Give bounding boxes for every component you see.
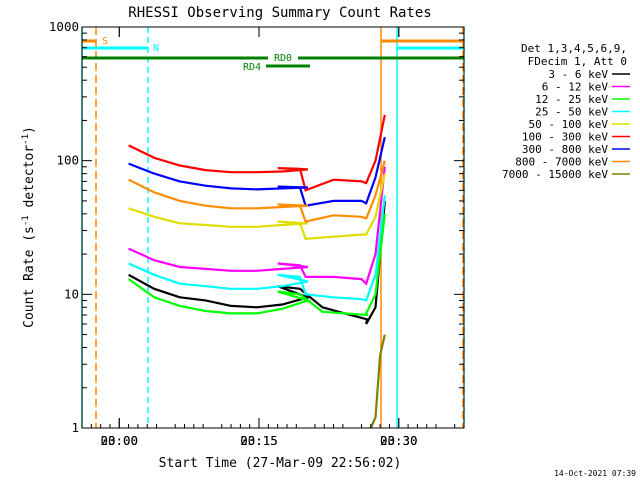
y-tick-label: 1 — [71, 420, 79, 435]
y-axis-label: Count Rate (s-1 detector-1) — [21, 126, 37, 328]
legend-label: 800 - 7000 keV — [515, 156, 608, 169]
footer-timestamp: 14-Oct-2021 07:39 — [554, 469, 636, 478]
legend-label: 6 - 12 keV — [542, 81, 609, 94]
series-line — [128, 195, 386, 302]
series-line — [128, 136, 386, 207]
legend-header-2: FDecim 1, Att 0 — [528, 55, 627, 68]
legend-label: 12 - 25 keV — [535, 93, 608, 106]
legend-label: 3 - 6 keV — [548, 68, 608, 81]
series-line — [127, 213, 386, 317]
rate-decimation-bars: RD0 RD4 — [82, 51, 464, 73]
y-axis-label-end: ) — [22, 126, 37, 134]
x-tick-label: 23:30 — [380, 433, 418, 448]
x-axis-label: Start Time (27-Mar-09 22:56:02) — [159, 456, 402, 471]
plot-frame — [81, 26, 465, 429]
series-line — [128, 166, 386, 286]
series-line — [128, 160, 386, 223]
y-axis-label-sup2: -1 — [21, 134, 31, 145]
legend-label: 100 - 300 keV — [522, 131, 608, 144]
series-line — [128, 173, 386, 241]
x-tick-label: 00:15 — [240, 433, 278, 448]
y-tick-label: 100 — [56, 153, 79, 168]
rd4-label: RD4 — [243, 62, 261, 73]
x-tick-label: 23:00 — [100, 433, 138, 448]
legend: Det 1,3,4,5,6,9, FDecim 1, Att 0 3 - 6 k… — [502, 42, 630, 181]
night-intervals: N — [81, 27, 465, 428]
legend-label: 7000 - 15000 keV — [502, 168, 608, 181]
y-tick-label: 10 — [64, 286, 79, 301]
x-tick-label: 00:30 — [380, 433, 418, 448]
rd0-label-bg — [268, 51, 298, 63]
legend-label: 25 - 50 keV — [535, 106, 608, 119]
y-axis-label-mid: detector — [22, 145, 37, 216]
series-layer — [127, 114, 386, 429]
series-line — [369, 334, 386, 429]
legend-header-1: Det 1,3,4,5,6,9, — [521, 42, 627, 55]
x-tick-label: 23:15 — [240, 433, 278, 448]
saa-intervals: S — [82, 27, 464, 428]
series-line — [128, 200, 386, 325]
y-axis: 1 10 100 1000 — [49, 19, 464, 435]
legend-label: 300 - 800 keV — [522, 143, 608, 156]
series-line — [128, 114, 386, 192]
saa-label: S — [102, 36, 108, 47]
y-tick-label: 1000 — [49, 19, 79, 34]
night-label: N — [153, 43, 159, 54]
y-axis-label-main: Count Rate (s — [22, 226, 37, 328]
y-axis-label-sup1: -1 — [21, 215, 31, 226]
chart-title: RHESSI Observing Summary Count Rates — [128, 5, 431, 21]
x-tick-label: 00:00 — [100, 433, 138, 448]
rd0-label: RD0 — [274, 53, 292, 64]
legend-label: 50 - 100 keV — [529, 118, 609, 131]
